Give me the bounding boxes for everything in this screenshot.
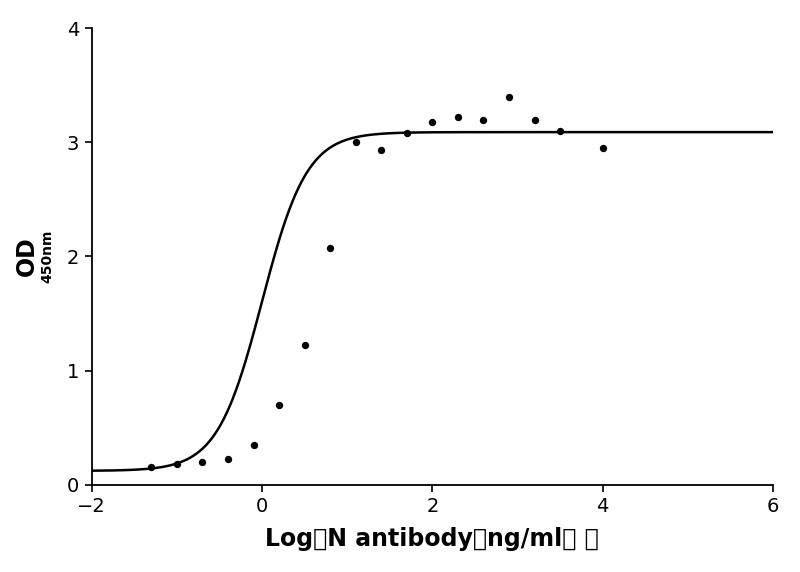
Point bbox=[222, 455, 234, 464]
Point bbox=[350, 138, 362, 147]
Point bbox=[145, 463, 158, 472]
Point bbox=[298, 341, 311, 350]
Text: OD: OD bbox=[15, 237, 39, 276]
Point bbox=[324, 244, 337, 253]
Point bbox=[502, 92, 515, 101]
Text: 450nm: 450nm bbox=[41, 230, 54, 283]
Point bbox=[247, 440, 260, 449]
Point bbox=[196, 457, 209, 466]
Point bbox=[528, 115, 541, 124]
Point bbox=[426, 117, 438, 126]
Point bbox=[596, 144, 609, 153]
Point bbox=[554, 126, 566, 136]
Point bbox=[451, 113, 464, 122]
Point bbox=[273, 400, 286, 410]
Point bbox=[477, 115, 490, 124]
Point bbox=[375, 146, 388, 155]
Point bbox=[170, 459, 183, 468]
Point bbox=[401, 129, 414, 138]
X-axis label: Log（N antibody（ng/ml） ）: Log（N antibody（ng/ml） ） bbox=[266, 527, 599, 551]
